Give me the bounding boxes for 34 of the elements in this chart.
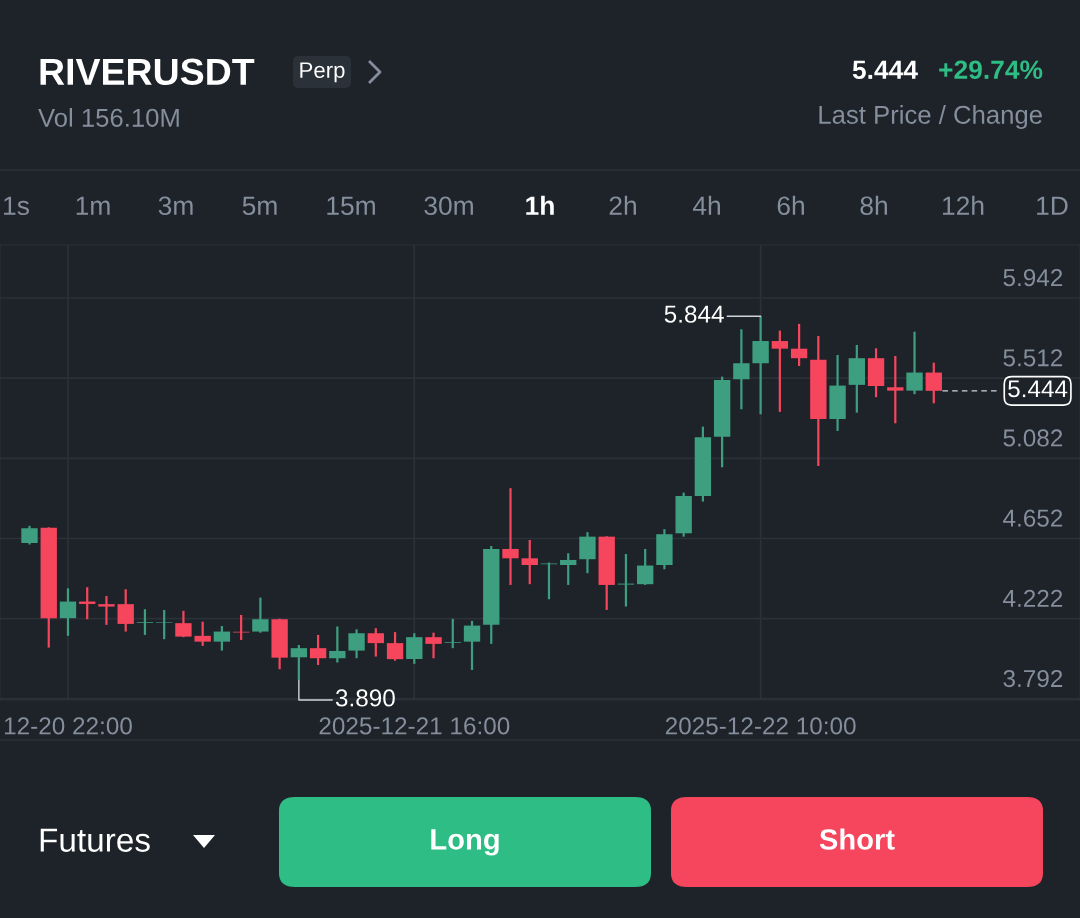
text: +29.74%	[939, 60, 1043, 80]
text: Last Price / Change	[819, 105, 1042, 129]
text: 6h	[777, 195, 804, 216]
text: 1D	[1037, 196, 1068, 215]
text: 4h	[692, 195, 720, 215]
chart-subtitle: Vol 156.10M	[38, 108, 179, 127]
text: 12h	[943, 195, 984, 215]
chart-title: RIVERUSDT	[40, 58, 255, 86]
x-tick-label: 2025-12-22 10:00	[665, 717, 856, 735]
text: Long	[431, 829, 499, 856]
y-tick-label: 5.512	[1003, 349, 1063, 367]
annotation: 5.844	[664, 305, 724, 323]
text: 1h	[526, 195, 554, 215]
y-tick-label: 4.222	[1003, 589, 1063, 607]
text: Short	[819, 828, 895, 850]
text: 3m	[158, 196, 193, 216]
text: 8h	[860, 195, 887, 216]
text: 1s	[4, 196, 29, 216]
y-tick-label: 5.082	[1003, 429, 1063, 447]
text: 15m	[327, 196, 375, 216]
y-tick-label: 5.942	[1003, 269, 1063, 287]
text: 2h	[609, 195, 636, 215]
text: 5m	[242, 196, 277, 216]
text: 5.444	[852, 60, 918, 80]
y-tick-label: 4.652	[1003, 509, 1063, 527]
y-tick-label: 3.792	[1003, 669, 1063, 688]
text: 30m	[424, 196, 473, 216]
annotation: 3.890	[335, 689, 395, 707]
ref-line-label: 5.444	[1008, 380, 1068, 398]
text: 1m	[76, 196, 110, 215]
x-tick-label: 12-20 22:00	[4, 717, 132, 735]
text: Perp	[300, 62, 345, 83]
text: Futures	[40, 828, 150, 852]
x-tick-label: 2025-12-21 16:00	[319, 717, 510, 735]
